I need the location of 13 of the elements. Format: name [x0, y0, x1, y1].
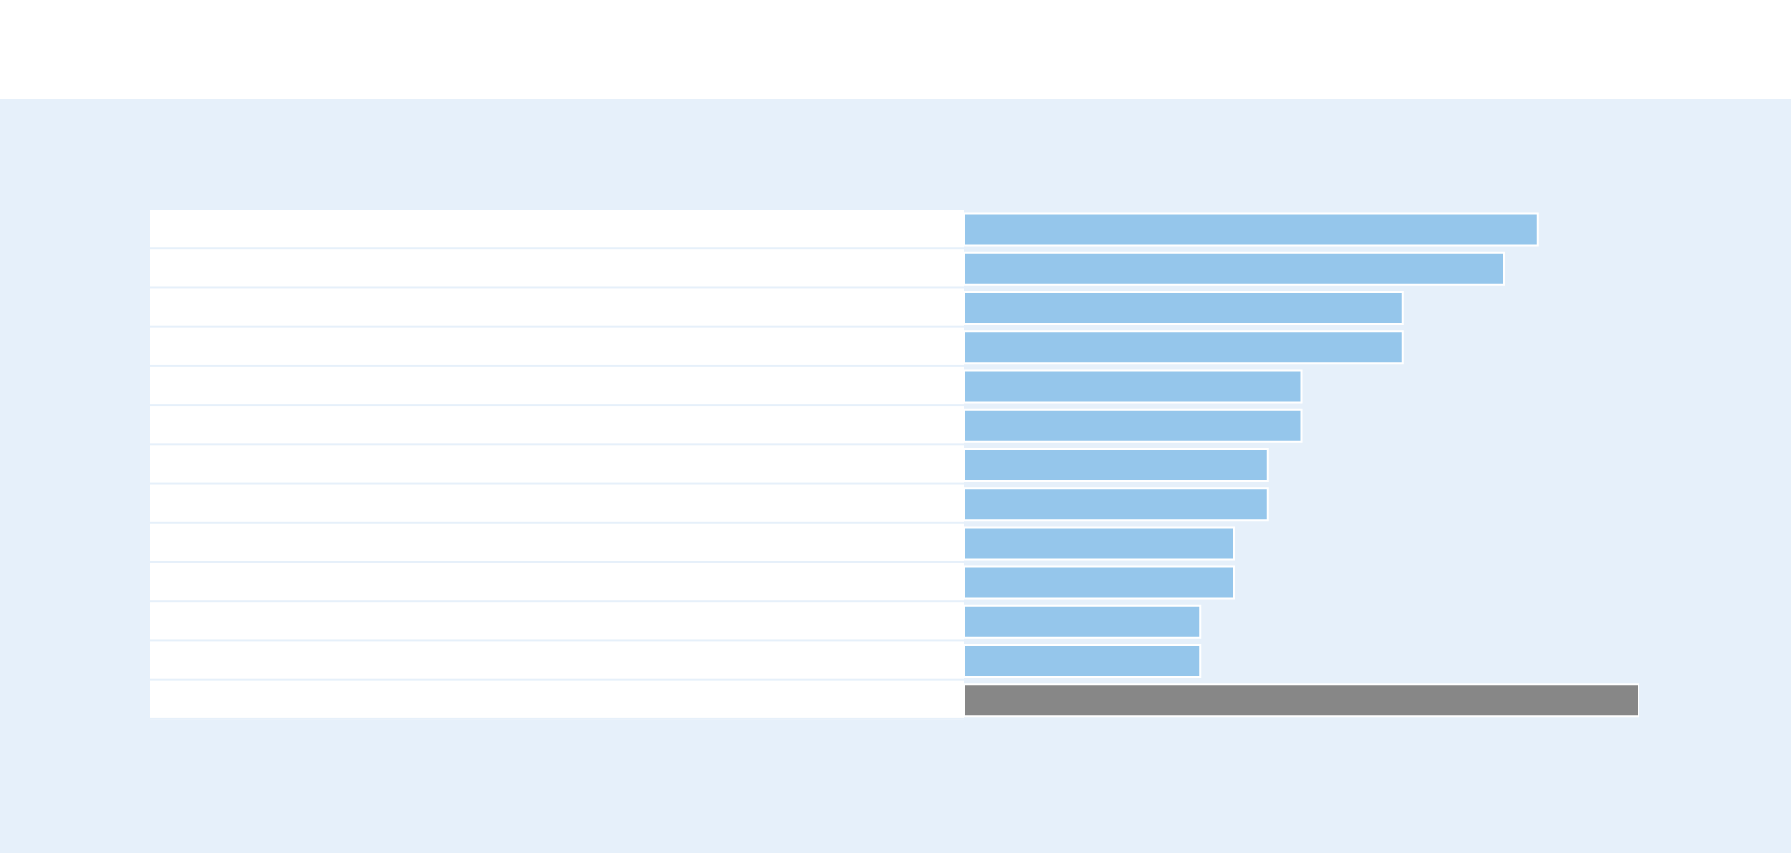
bar [964, 683, 1639, 718]
bar [964, 565, 1235, 600]
bar [964, 251, 1505, 286]
bar [964, 290, 1404, 325]
bar [964, 408, 1303, 443]
bar [964, 447, 1269, 482]
bar [964, 212, 1539, 247]
bar [964, 487, 1269, 522]
bar [964, 604, 1202, 639]
bar [964, 330, 1404, 365]
bar [964, 369, 1303, 404]
bar [964, 644, 1202, 679]
bar [964, 526, 1235, 561]
